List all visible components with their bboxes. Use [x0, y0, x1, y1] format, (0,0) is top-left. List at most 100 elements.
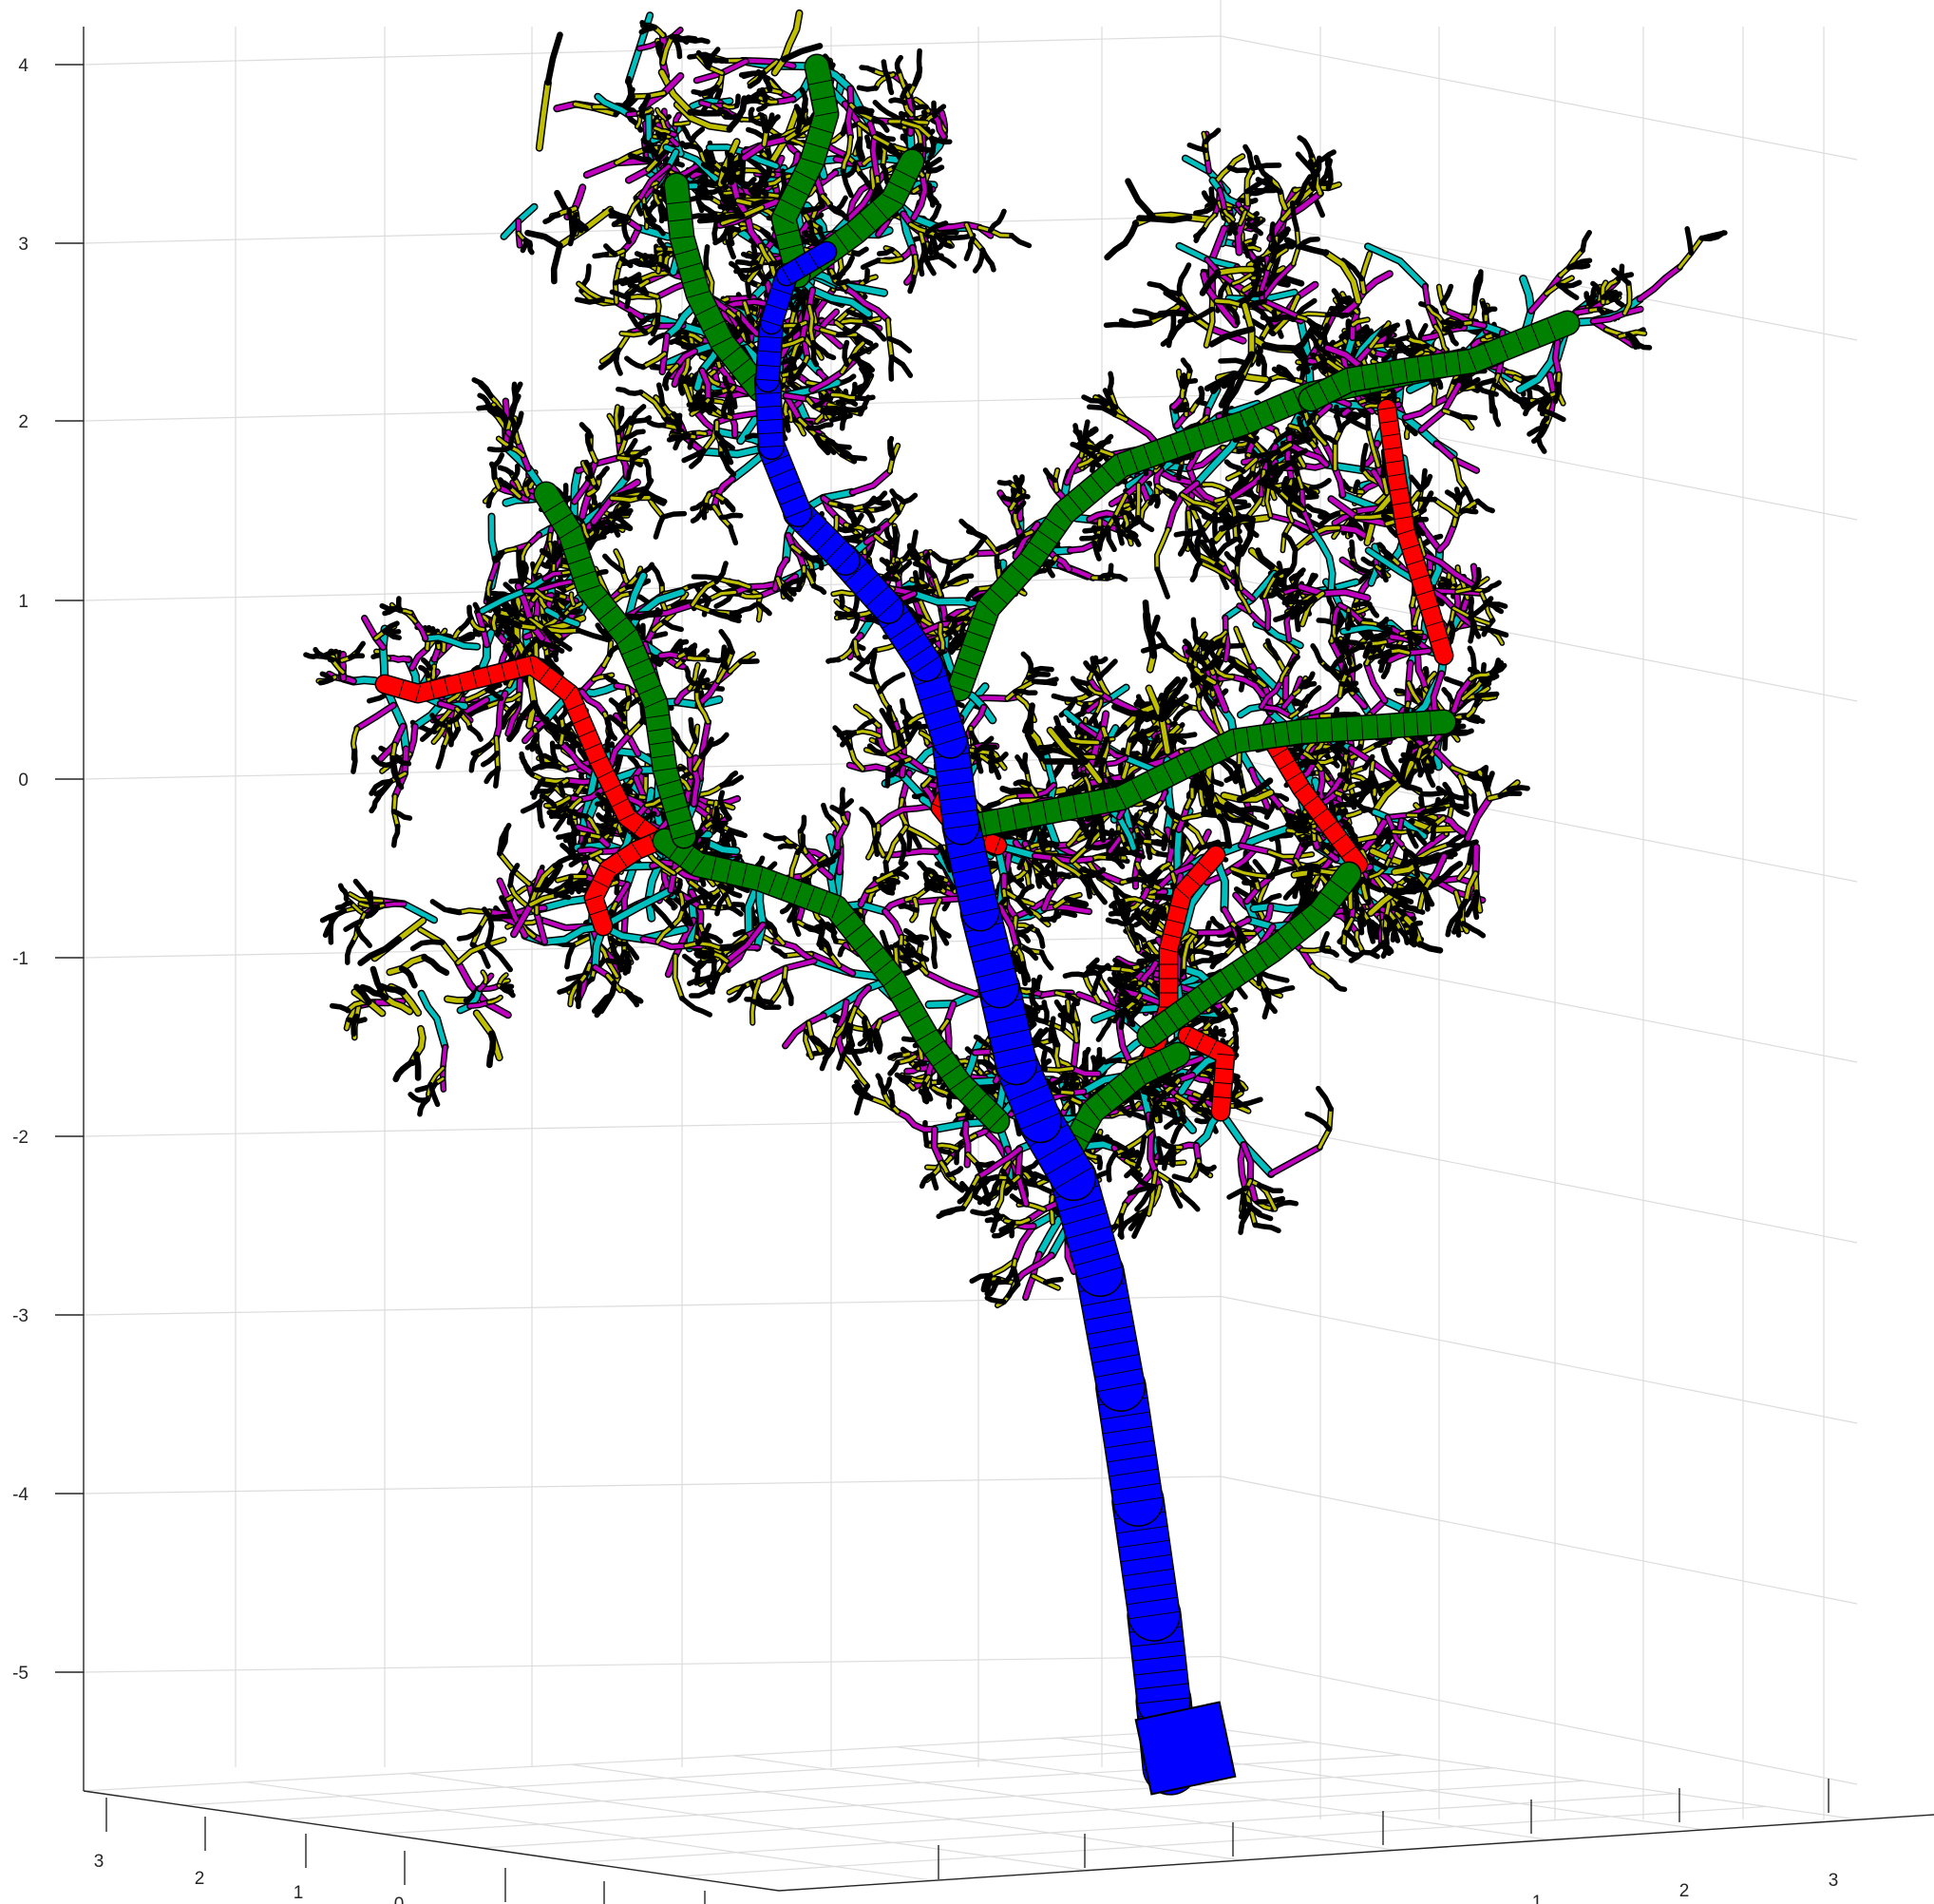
- branch-order-6: [841, 788, 844, 806]
- tree-branches: [303, 9, 1728, 1796]
- branch-order-6: [682, 448, 706, 462]
- branch-order-6: [901, 699, 909, 720]
- floor-gridline: [1220, 1728, 1858, 1820]
- branch-order-6: [1052, 872, 1071, 879]
- branch-order-6: [785, 416, 790, 432]
- branch-order-4: [772, 557, 788, 591]
- branch-order-6: [1035, 976, 1042, 989]
- branch-order-6: [868, 1029, 873, 1052]
- branch-order-6: [1031, 979, 1036, 993]
- branch-order-5: [853, 639, 861, 659]
- branch-order-6: [932, 938, 937, 968]
- branch-order-5: [1043, 1067, 1074, 1072]
- branch-order-6: [1097, 1156, 1102, 1170]
- branch-order-6: [875, 503, 891, 511]
- branch-order-5: [836, 647, 854, 661]
- branch-order-6: [949, 638, 958, 649]
- branch-order-6: [864, 527, 880, 533]
- branch-order-6: [719, 442, 732, 464]
- branch-order-6: [1014, 690, 1037, 695]
- z-gridline-left: [83, 394, 1222, 422]
- branch-order-6: [719, 452, 735, 476]
- z-gridline-right: [1220, 935, 1858, 1063]
- branch-order-6: [918, 862, 930, 874]
- branch-order-5: [904, 825, 942, 848]
- grid: [83, 0, 1858, 1892]
- branch-order-6: [846, 508, 855, 523]
- branch-order-6: [883, 542, 898, 551]
- branch-order-6: [860, 808, 876, 827]
- branch-order-6: [1061, 911, 1076, 917]
- branch-order-6: [1040, 914, 1060, 922]
- branch-order-6: [724, 500, 735, 512]
- floor-gridline: [381, 1767, 1494, 1835]
- branch-order-6: [939, 845, 952, 872]
- branch-order-6: [1066, 994, 1079, 1005]
- branch-order-6: [873, 500, 890, 505]
- branch-order-6: [1030, 1008, 1037, 1023]
- branch-order-6: [998, 481, 1012, 485]
- floor-gridline: [408, 1772, 1088, 1872]
- branch-order-6: [797, 573, 806, 590]
- branch-order-4: [732, 581, 782, 595]
- floor-gridline: [245, 1781, 934, 1881]
- branch-order-6: [1109, 372, 1113, 394]
- branch-order-6: [852, 248, 868, 256]
- branch-order-6: [1027, 673, 1050, 679]
- branch-order-5: [1136, 483, 1141, 520]
- branch-order-5: [756, 594, 762, 621]
- branch-order-6: [938, 877, 946, 888]
- branch-order-6: [863, 497, 876, 508]
- branch-order-6: [890, 489, 905, 504]
- branch-order-6: [881, 931, 893, 959]
- floor-gridline: [570, 1763, 1242, 1861]
- branch-order-6: [1030, 994, 1038, 1008]
- branch-order-6: [840, 595, 844, 608]
- floor-gridline: [732, 1755, 1395, 1851]
- floor-gridline: [481, 1780, 1584, 1849]
- branch-order-4: [850, 468, 892, 495]
- branch-order-6: [692, 510, 704, 523]
- branch-order-6: [931, 917, 948, 945]
- z-gridline-right: [1220, 1295, 1858, 1424]
- branch-order-4: [1041, 874, 1066, 911]
- branch-order-5: [1028, 908, 1051, 926]
- branch-order-6: [757, 602, 771, 615]
- branch-order-6: [1029, 667, 1053, 673]
- branch-order-6: [720, 514, 742, 519]
- z-gridline-right: [1220, 394, 1858, 521]
- branch-order-6: [729, 525, 737, 544]
- floor-gridline: [579, 1793, 1676, 1863]
- branch-order-5: [834, 316, 881, 325]
- branch-order-6: [892, 498, 900, 514]
- branch-order-6: [782, 585, 801, 592]
- branch-order-6: [863, 320, 885, 341]
- branch-order-6: [1125, 1153, 1139, 1157]
- branch-order-6: [702, 504, 708, 520]
- branch-order-6: [1017, 478, 1022, 493]
- branch-order-6: [616, 388, 642, 395]
- branch-order-5: [830, 393, 860, 400]
- z-gridline-left: [83, 575, 1222, 601]
- branch-order-6: [657, 383, 664, 406]
- branch-order-6: [781, 589, 793, 601]
- branch-order-5: [707, 590, 737, 601]
- branch-order-6: [1199, 387, 1204, 400]
- floor-gridline: [679, 1805, 1767, 1877]
- branch-order-6: [820, 931, 824, 950]
- z-gridline-right: [1220, 215, 1858, 341]
- branch-order-6: [858, 374, 871, 395]
- branch-order-6: [882, 566, 894, 580]
- z-gridline-right: [1220, 35, 1858, 161]
- branch-order-6: [779, 844, 796, 848]
- z-gridline-right: [1220, 1476, 1858, 1605]
- branch-order-6: [826, 658, 840, 663]
- branch-order-6: [1032, 677, 1058, 684]
- branch-order-4: [864, 519, 893, 544]
- branch-order-4: [714, 410, 762, 425]
- branch-order-6: [677, 413, 682, 432]
- floor-gridline: [182, 1741, 1312, 1806]
- branch-order-5: [639, 390, 666, 418]
